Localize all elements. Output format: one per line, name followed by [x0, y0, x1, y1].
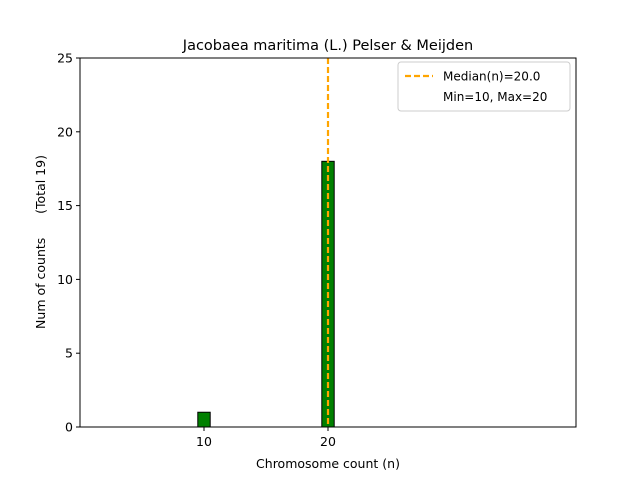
legend: Median(n)=20.0 Min=10, Max=20 [397, 61, 571, 112]
chart-title: Jacobaea maritima (L.) Pelser & Meijden [182, 38, 473, 54]
x-axis-label: Chromosome count (n) [256, 456, 400, 471]
plot-area [79, 57, 577, 428]
y-axis-label: Num of counts (Total 19) [33, 155, 48, 329]
x-tick-label-20: 20 [320, 434, 336, 449]
legend-median-label: Median(n)=20.0 [443, 70, 540, 84]
x-tick-label-10: 10 [196, 434, 212, 449]
y-tick-label-15: 15 [57, 198, 73, 213]
y-tick-label-0: 0 [65, 420, 73, 435]
legend-box [397, 61, 571, 112]
y-tick-label-10: 10 [57, 272, 73, 287]
legend-minmax-label: Min=10, Max=20 [443, 90, 547, 104]
bar-10 [197, 411, 211, 428]
y-axis: 0 5 10 15 20 25 [57, 51, 80, 435]
y-tick-label-20: 20 [57, 124, 73, 139]
y-tick-label-5: 5 [65, 346, 73, 361]
y-tick-label-25: 25 [57, 51, 73, 66]
x-axis: 10 20 [196, 427, 336, 449]
